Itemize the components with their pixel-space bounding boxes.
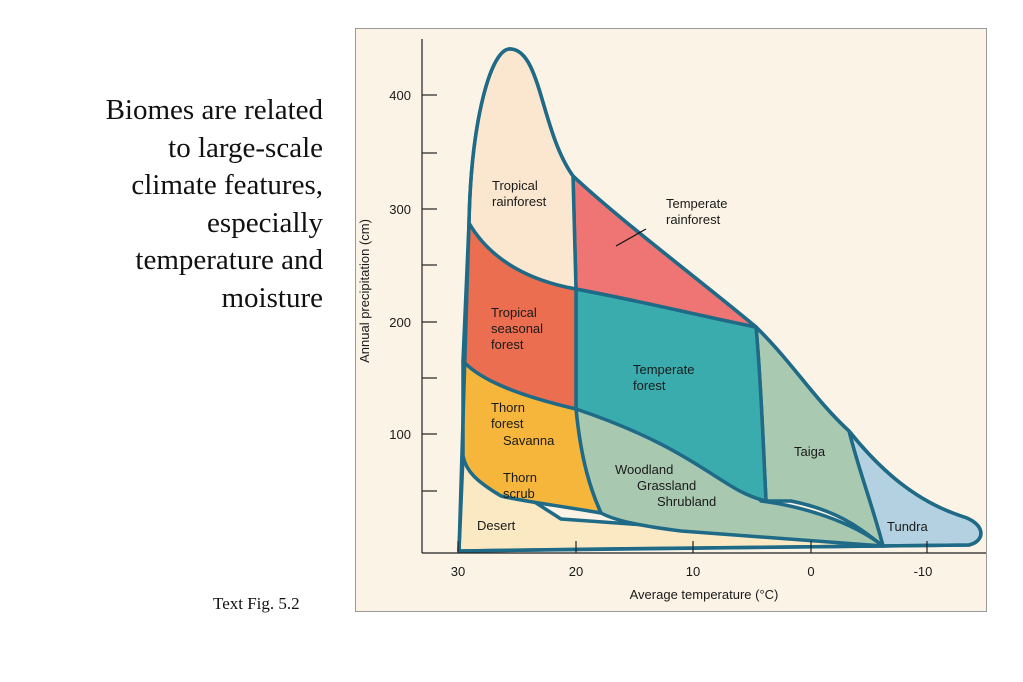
x-tick-label: 30 bbox=[451, 564, 465, 579]
x-tick-label: 20 bbox=[569, 564, 583, 579]
figure-reference: Text Fig. 5.2 bbox=[213, 594, 300, 613]
x-axis-title: Average temperature (°C) bbox=[630, 587, 779, 602]
label-tropical-seasonal-forest: Tropical seasonal forest bbox=[491, 305, 547, 352]
caption-line: temperature and bbox=[135, 244, 323, 276]
caption-line: moisture bbox=[221, 281, 324, 314]
caption-text: Biomes are related to large-scale climat… bbox=[23, 92, 323, 317]
label-tundra: Tundra bbox=[887, 519, 928, 534]
label-temperate-forest: Temperate forest bbox=[633, 362, 698, 393]
label-taiga: Taiga bbox=[794, 444, 826, 459]
label-savanna: Savanna bbox=[503, 433, 555, 448]
envelope-outline bbox=[457, 47, 983, 553]
biome-diagram-svg: 400 300 200 100 30 20 10 0 -10 Average t… bbox=[357, 39, 986, 602]
x-tick-label: 0 bbox=[807, 564, 814, 579]
label-desert: Desert bbox=[477, 518, 516, 533]
x-tick-label: -10 bbox=[914, 564, 933, 579]
label-tropical-rainforest: Tropical rainforest bbox=[492, 178, 547, 209]
y-tick-label: 400 bbox=[389, 88, 411, 103]
axes bbox=[421, 39, 986, 554]
y-tick-label: 200 bbox=[389, 315, 411, 330]
region-thorn bbox=[461, 359, 603, 515]
caption-line: Biomes are related bbox=[105, 94, 323, 126]
y-tick-label: 300 bbox=[389, 202, 411, 217]
label-woodland-grassland-shrubland: Woodland Grassland Shrubland bbox=[615, 462, 716, 509]
y-tick-label: 100 bbox=[389, 427, 411, 442]
x-tick-label: 10 bbox=[686, 564, 700, 579]
caption-line: to large-scale bbox=[168, 131, 323, 164]
label-thorn-forest: Thorn forest bbox=[491, 400, 529, 431]
caption-line: especially bbox=[207, 206, 323, 239]
label-thorn-scrub: Thorn scrub bbox=[503, 470, 541, 501]
label-temperate-rainforest: Temperate rainforest bbox=[666, 196, 731, 227]
biome-diagram: 400 300 200 100 30 20 10 0 -10 Average t… bbox=[355, 28, 987, 612]
caption-line: climate features, bbox=[131, 169, 323, 201]
y-axis-title: Annual precipitation (cm) bbox=[357, 219, 372, 363]
